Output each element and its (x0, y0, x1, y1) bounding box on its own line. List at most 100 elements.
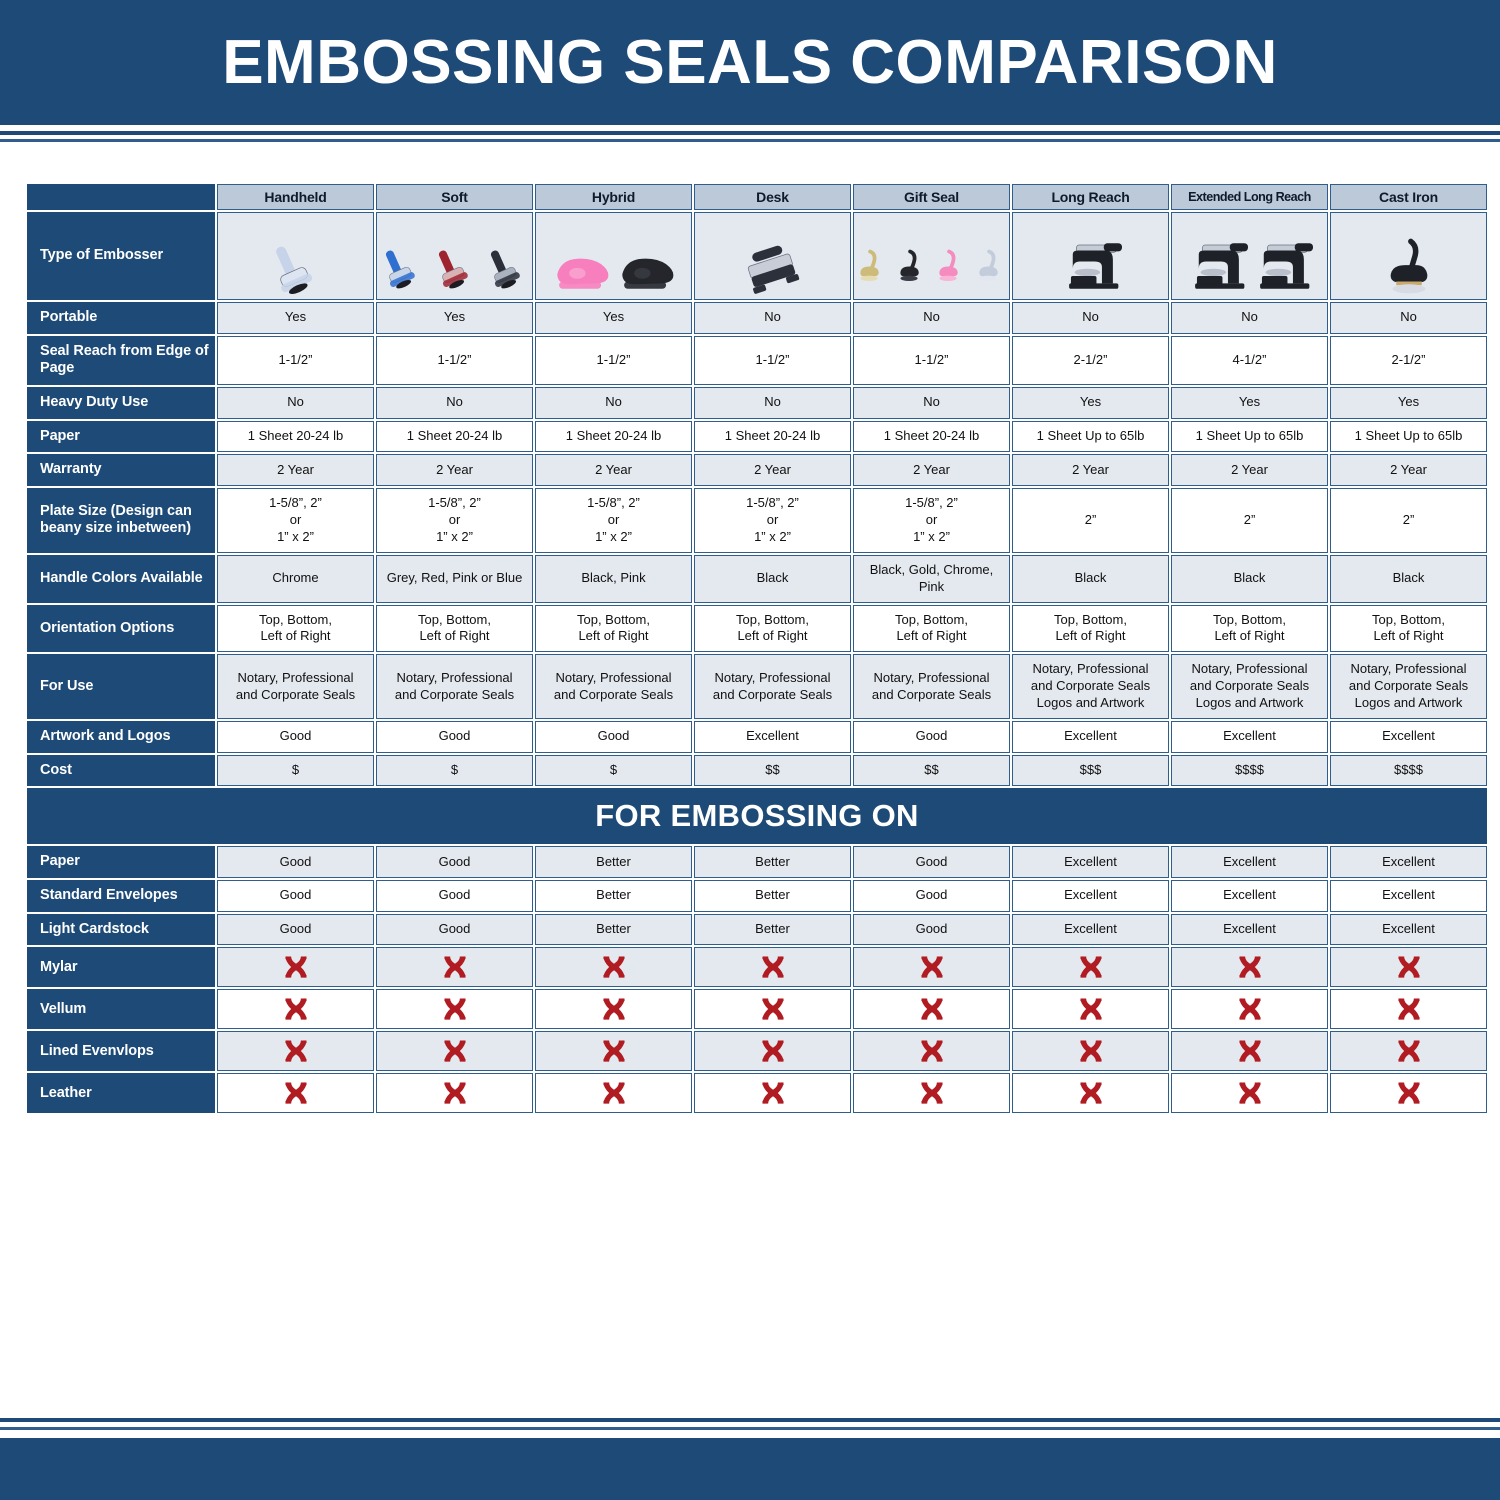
x-mark-icon (1397, 1082, 1420, 1105)
column-header-gift-seal: Gift Seal (853, 184, 1010, 210)
x-mark-icon (443, 1082, 466, 1105)
footer-divider-thick (0, 1418, 1500, 1422)
data-cell: No (376, 387, 533, 419)
embosser-image-cell (217, 212, 374, 300)
extended-long-reach-embosser-black-image (1195, 243, 1248, 289)
embosser-image-strip (218, 213, 373, 299)
data-cell: Good (376, 721, 533, 753)
gift-seal-black-image (899, 249, 919, 282)
column-header-soft: Soft (376, 184, 533, 210)
data-cell: Good (853, 721, 1010, 753)
x-mark-cell (217, 989, 374, 1030)
data-cell: No (1171, 302, 1328, 334)
data-cell: Better (694, 880, 851, 912)
row-label-lined-evenvlops: Lined Evenvlops (27, 1031, 215, 1072)
row-label-light-cardstock: Light Cardstock (27, 913, 215, 946)
x-mark-cell (535, 947, 692, 988)
table-row: Cost $ $ $ $$ $$ $$$ $$$$ $$$$ (27, 754, 1487, 787)
embosser-image-cell (694, 212, 851, 300)
data-cell: Notary, Professional and Corporate Seals (376, 654, 533, 720)
x-mark-cell (694, 989, 851, 1030)
gift-seal-chrome-image (978, 249, 998, 282)
data-cell: Notary, Professional and Corporate Seals… (1330, 654, 1487, 720)
data-cell: Black (1171, 554, 1328, 603)
hybrid-embosser-black-image (622, 258, 674, 289)
x-mark-icon (443, 956, 466, 979)
soft-embosser-red-image (438, 250, 468, 289)
table-row: Lined Evenvlops (27, 1031, 1487, 1072)
data-cell: Good (217, 721, 374, 753)
x-mark-cell (853, 947, 1010, 988)
section-banner-row: FOR EMBOSSING ON (27, 788, 1487, 845)
data-cell: Good (376, 880, 533, 912)
data-cell: Good (853, 846, 1010, 879)
data-cell: No (535, 387, 692, 419)
footer-divider-thin (0, 1427, 1500, 1430)
data-cell: Top, Bottom, Left of Right (694, 604, 851, 653)
x-mark-icon (1238, 1040, 1261, 1063)
extended-long-reach-embosser-black-2-image (1260, 243, 1313, 289)
data-cell: 2” (1330, 488, 1487, 553)
data-cell: Excellent (694, 721, 851, 753)
data-cell: $ (217, 754, 374, 787)
data-cell: Better (535, 846, 692, 879)
x-mark-cell (1012, 1031, 1169, 1072)
page-footer-banner (0, 1438, 1500, 1500)
row-label-paper: Paper (27, 420, 215, 453)
embosser-image-strip (536, 213, 691, 299)
data-cell: Grey, Red, Pink or Blue (376, 554, 533, 603)
soft-embosser-black-image (491, 250, 521, 289)
data-cell: 1-5/8”, 2” or 1” x 2” (853, 488, 1010, 553)
data-cell: 2” (1171, 488, 1328, 553)
header-divider-thin (0, 139, 1500, 142)
x-mark-cell (217, 1073, 374, 1114)
data-cell: 2 Year (694, 454, 851, 487)
data-cell: 2 Year (1171, 454, 1328, 487)
table-row: Paper 1 Sheet 20-24 lb 1 Sheet 20-24 lb 1 S… (27, 420, 1487, 453)
table-row: Mylar (27, 947, 1487, 988)
data-cell: Yes (217, 302, 374, 334)
x-mark-icon (920, 1082, 943, 1105)
embosser-image-cell (853, 212, 1010, 300)
x-mark-cell (1171, 989, 1328, 1030)
data-cell: Excellent (1171, 913, 1328, 946)
data-cell: 1 Sheet 20-24 lb (217, 420, 374, 453)
data-cell: Yes (535, 302, 692, 334)
data-cell: 1 Sheet 20-24 lb (376, 420, 533, 453)
embosser-image-strip (1331, 213, 1486, 299)
x-mark-icon (602, 1040, 625, 1063)
data-cell: $$$$ (1171, 754, 1328, 787)
x-mark-cell (1012, 1073, 1169, 1114)
x-mark-icon (284, 1040, 307, 1063)
data-cell: Yes (376, 302, 533, 334)
data-cell: 1-1/2” (694, 335, 851, 386)
data-cell: Good (217, 846, 374, 879)
data-cell: Black, Gold, Chrome, Pink (853, 554, 1010, 603)
x-mark-icon (602, 956, 625, 979)
data-cell: 1 Sheet Up to 65lb (1012, 420, 1169, 453)
table-corner-cell (27, 184, 215, 210)
data-cell: 1-1/2” (217, 335, 374, 386)
page-title: EMBOSSING SEALS COMPARISON (222, 27, 1278, 97)
data-cell: 1-5/8”, 2” or 1” x 2” (376, 488, 533, 553)
data-cell: 1-1/2” (376, 335, 533, 386)
data-cell: 2 Year (376, 454, 533, 487)
x-mark-icon (1238, 956, 1261, 979)
x-mark-cell (376, 1073, 533, 1114)
data-cell: 1-5/8”, 2” or 1” x 2” (694, 488, 851, 553)
page-header-banner: EMBOSSING SEALS COMPARISON (0, 0, 1500, 125)
x-mark-cell (1171, 947, 1328, 988)
row-label-artwork-and-logos: Artwork and Logos (27, 721, 215, 753)
data-cell: $$ (694, 754, 851, 787)
data-cell: Better (535, 913, 692, 946)
row-label-vellum: Vellum (27, 989, 215, 1030)
data-cell: Notary, Professional and Corporate Seals… (1171, 654, 1328, 720)
x-mark-icon (920, 998, 943, 1021)
data-cell: 1 Sheet Up to 65lb (1330, 420, 1487, 453)
data-cell: No (853, 302, 1010, 334)
x-mark-cell (853, 989, 1010, 1030)
embosser-image-cell (1330, 212, 1487, 300)
data-cell: $ (535, 754, 692, 787)
data-cell: 1 Sheet 20-24 lb (694, 420, 851, 453)
data-cell: Top, Bottom, Left of Right (1330, 604, 1487, 653)
